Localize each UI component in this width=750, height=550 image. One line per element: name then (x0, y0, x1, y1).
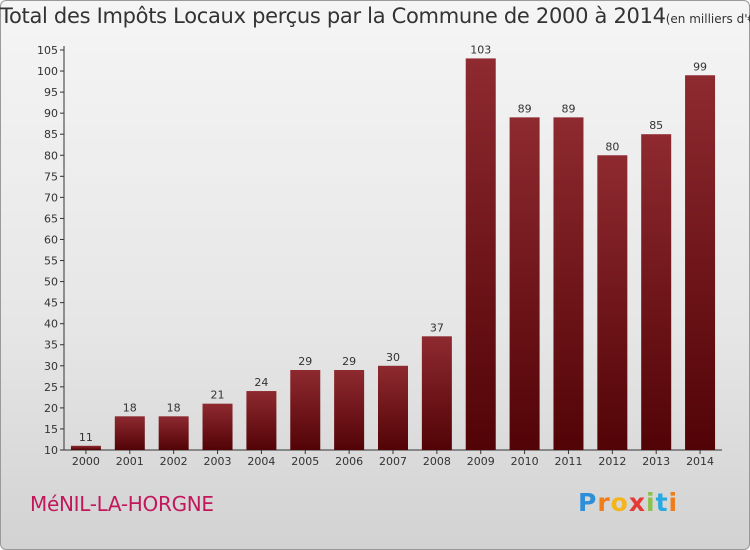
bar (246, 391, 277, 450)
x-tick-label: 2010 (511, 455, 539, 468)
y-tick-label: 100 (37, 65, 58, 78)
y-tick-label: 25 (44, 381, 58, 394)
bar (553, 117, 584, 451)
bar (597, 155, 628, 450)
bar (378, 365, 408, 450)
bar-value-label: 21 (211, 389, 225, 402)
x-tick-label: 2002 (160, 455, 188, 468)
y-tick-label: 10 (44, 444, 58, 457)
bar-value-label: 24 (254, 376, 268, 389)
bar (158, 416, 189, 450)
bar-value-label: 11 (79, 431, 93, 444)
bar-value-label: 103 (470, 43, 491, 56)
bar-value-label: 85 (649, 119, 663, 132)
y-tick-label: 35 (44, 339, 58, 352)
logo-letter: o (610, 488, 629, 517)
bar-value-label: 99 (693, 60, 707, 73)
x-tick-label: 2001 (116, 455, 144, 468)
title-unit: (en milliers d'€) (665, 12, 750, 26)
bar-value-label: 18 (167, 401, 181, 414)
y-tick-label: 40 (44, 318, 58, 331)
bar (465, 58, 496, 450)
x-tick-label: 2014 (686, 455, 714, 468)
bar-value-label: 89 (518, 102, 532, 115)
bar (334, 370, 365, 450)
bar (114, 416, 145, 450)
title-text: Total des Impôts Locaux perçus par la Co… (0, 4, 666, 28)
logo-letter: x (628, 488, 646, 517)
y-tick-label: 90 (44, 107, 58, 120)
y-tick-label: 45 (44, 297, 58, 310)
x-tick-label: 2007 (379, 455, 407, 468)
y-tick-label: 60 (44, 233, 58, 246)
y-tick-label: 85 (44, 128, 58, 141)
y-tick-label: 30 (44, 360, 58, 373)
x-tick-label: 2000 (72, 455, 100, 468)
chart-title: Total des Impôts Locaux perçus par la Co… (0, 4, 750, 28)
y-tick-label: 70 (44, 191, 58, 204)
y-tick-label: 80 (44, 149, 58, 162)
bar (70, 445, 101, 450)
bar-value-label: 37 (430, 321, 444, 334)
bar (202, 403, 233, 450)
bar (641, 134, 672, 451)
bar-value-label: 30 (386, 351, 400, 364)
bar-value-label: 80 (605, 140, 619, 153)
x-tick-label: 2012 (598, 455, 626, 468)
bar-value-label: 89 (561, 102, 575, 115)
logo-letter: i (646, 488, 656, 517)
y-tick-label: 75 (44, 170, 58, 183)
bars: 11 18 18 21 24 29 29 30 37 103 89 89 80 85 99 (70, 43, 716, 451)
proxiti-logo: Proxiti (578, 488, 678, 517)
y-tick-label: 65 (44, 212, 58, 225)
bar-value-label: 29 (342, 355, 356, 368)
bar-value-label: 29 (298, 355, 312, 368)
bar-value-label: 18 (123, 401, 137, 414)
logo-letter: P (578, 488, 598, 517)
x-tick-label: 2009 (467, 455, 495, 468)
logo-letter: r (597, 488, 611, 517)
x-axis: 2000 2001 2002 2003 2004 2005 2006 2007 2008 2009… (64, 449, 722, 468)
logo-letter: i (668, 488, 679, 517)
y-tick-label: 55 (44, 255, 58, 268)
commune-name: MéNIL-LA-HORGNE (30, 492, 214, 516)
y-tick-label: 95 (44, 86, 58, 99)
bar (685, 75, 716, 451)
x-tick-label: 2013 (642, 455, 670, 468)
bar (421, 336, 452, 450)
y-tick-label: 20 (44, 402, 58, 415)
x-tick-label: 2011 (554, 455, 582, 468)
x-tick-label: 2005 (291, 455, 319, 468)
y-tick-label: 50 (44, 276, 58, 289)
y-axis: 10 15 20 25 30 35 40 45 50 55 60 65 70 75 80 85 90 95 100 1… (37, 44, 65, 457)
logo-letter: t (655, 488, 669, 517)
x-tick-label: 2004 (247, 455, 275, 468)
y-tick-label: 15 (44, 423, 58, 436)
x-tick-label: 2008 (423, 455, 451, 468)
bar (290, 370, 321, 450)
x-tick-label: 2006 (335, 455, 363, 468)
bar (509, 117, 540, 451)
x-tick-label: 2003 (204, 455, 232, 468)
y-tick-label: 105 (37, 44, 58, 57)
